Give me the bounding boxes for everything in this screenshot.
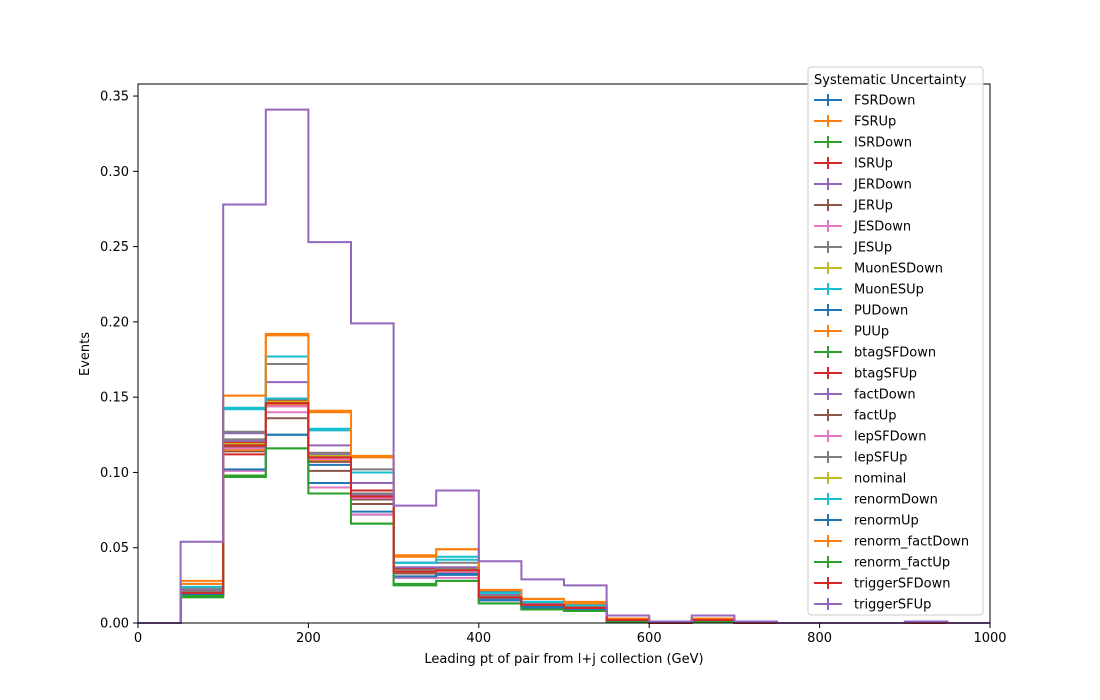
legend-label: PUUp	[854, 325, 889, 340]
legend-entry-JERDown: JERDown	[814, 178, 912, 193]
y-tick-label: 0.15	[100, 391, 129, 406]
legend-label: ISRUp	[854, 157, 893, 172]
y-tick-label: 0.05	[100, 541, 129, 556]
legend-label: renorm_factUp	[854, 556, 950, 571]
legend-entry-renormDown: renormDown	[814, 493, 938, 508]
plot-frame	[137, 83, 991, 624]
y-tick-label: 0.35	[100, 90, 129, 105]
legend-entry-PUUp: PUUp	[814, 325, 889, 340]
legend-entry-btagSFDown: btagSFDown	[814, 346, 936, 361]
legend-title: Systematic Uncertainty	[814, 73, 967, 88]
legend-entry-renormUp: renormUp	[814, 514, 919, 529]
x-tick-label: 800	[807, 631, 832, 646]
legend-label: btagSFUp	[854, 367, 917, 382]
legend-label: FSRDown	[854, 94, 915, 109]
legend-entry-nominal: nominal	[814, 472, 906, 487]
x-axis-label: Leading pt of pair from l+j collection (…	[424, 652, 703, 667]
legend-label: factUp	[854, 409, 897, 424]
y-tick-label: 0.00	[100, 617, 129, 632]
y-tick-label: 0.20	[100, 315, 129, 330]
legend-box	[807, 66, 984, 616]
y-tick-label: 0.30	[100, 165, 129, 180]
y-axis-ticks: 0.00 0.05 0.10 0.15 0.20 0.25 0.30 0.35	[100, 90, 138, 632]
legend-label: JESDown	[853, 220, 911, 235]
legend-label: MuonESDown	[854, 262, 943, 277]
legend-label: triggerSFDown	[854, 577, 950, 592]
legend-label: MuonESUp	[854, 283, 924, 298]
legend-entry-JESUp: JESUp	[814, 241, 892, 256]
legend-entry-FSRDown: FSRDown	[814, 94, 915, 109]
legend-entry-btagSFUp: btagSFUp	[814, 367, 917, 382]
legend-label: lepSFUp	[854, 451, 907, 466]
legend-entry-triggerSFUp: triggerSFUp	[814, 598, 931, 613]
legend-label: renormDown	[854, 493, 938, 508]
legend-entry-PUDown: PUDown	[814, 304, 908, 319]
legend-label: factDown	[854, 388, 916, 403]
y-tick-label: 0.10	[100, 466, 129, 481]
x-tick-label: 200	[296, 631, 321, 646]
legend-entry-ISRDown: ISRDown	[814, 136, 912, 151]
legend-entry-triggerSFDown: triggerSFDown	[814, 577, 950, 592]
legend-label: triggerSFUp	[854, 598, 931, 613]
legend-entry-JESDown: JESDown	[814, 220, 911, 235]
legend-entry-factUp: factUp	[814, 409, 897, 424]
legend-label: JESUp	[853, 241, 892, 256]
y-tick-label: 0.25	[100, 240, 129, 255]
legend-label: JERUp	[853, 199, 893, 214]
legend-entry-MuonESUp: MuonESUp	[814, 283, 924, 298]
x-tick-label: 400	[466, 631, 491, 646]
legend-label: ISRDown	[854, 136, 912, 151]
legend-label: lepSFDown	[854, 430, 926, 445]
x-axis-ticks: 0 200 400 600 800 1000	[134, 623, 1007, 646]
legend-label: PUDown	[854, 304, 908, 319]
legend: Systematic Uncertainty FSRDown FSRUp ISRDo…	[807, 66, 984, 616]
legend-label: renorm_factDown	[854, 535, 969, 550]
legend-entry-ISRUp: ISRUp	[814, 157, 893, 172]
legend-label: nominal	[854, 472, 906, 487]
x-tick-label: 600	[637, 631, 662, 646]
legend-entry-renorm_factDown: renorm_factDown	[814, 535, 969, 550]
legend-entry-lepSFDown: lepSFDown	[814, 430, 926, 445]
x-tick-label: 1000	[973, 631, 1006, 646]
legend-entry-JERUp: JERUp	[814, 199, 893, 214]
legend-label: btagSFDown	[854, 346, 936, 361]
legend-entry-FSRUp: FSRUp	[814, 115, 896, 130]
legend-label: FSRUp	[854, 115, 896, 130]
legend-entry-MuonESDown: MuonESDown	[814, 262, 943, 277]
legend-entry-factDown: factDown	[814, 388, 916, 403]
legend-label: renormUp	[854, 514, 919, 529]
legend-label: JERDown	[853, 178, 912, 193]
y-axis-label: Events	[78, 332, 93, 376]
legend-entry-renorm_factUp: renorm_factUp	[814, 556, 950, 571]
legend-entry-lepSFUp: lepSFUp	[814, 451, 907, 466]
x-tick-label: 0	[134, 631, 142, 646]
